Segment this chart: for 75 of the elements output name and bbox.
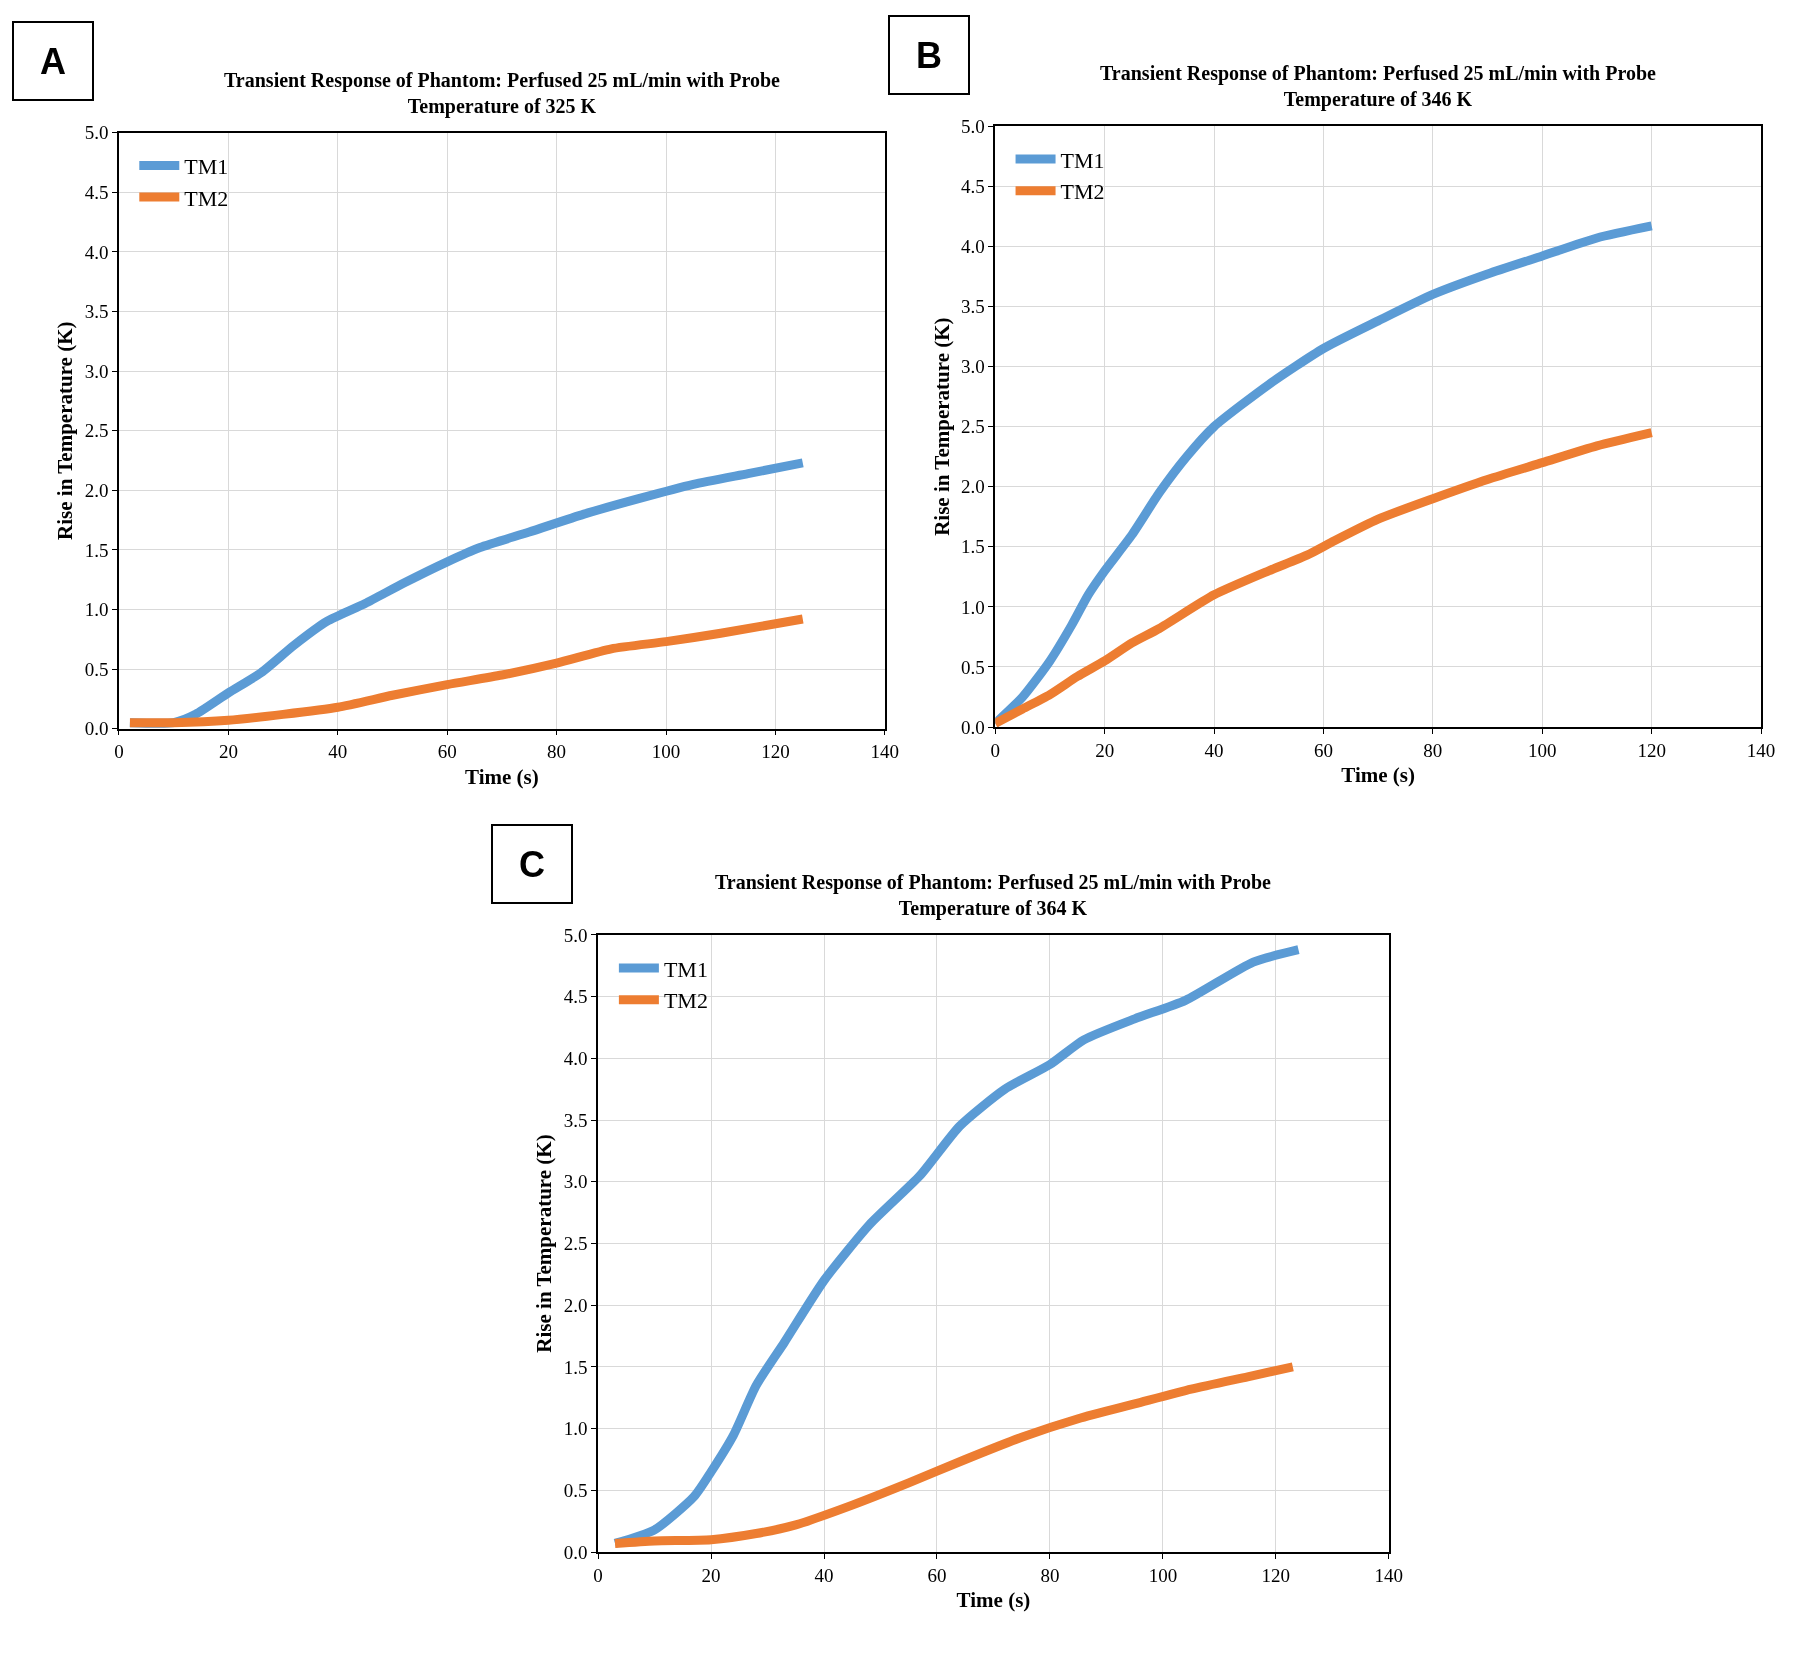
y-tick-label: 5.0: [960, 115, 985, 137]
text: C: [519, 843, 545, 885]
y-tick-label: 0.5: [960, 656, 985, 678]
x-tick-label: 0: [593, 1564, 603, 1586]
text: B: [916, 34, 942, 76]
x-tick-label: 120: [1637, 739, 1666, 761]
x-tick-label: 140: [1374, 1564, 1404, 1586]
y-tick-label: 4.5: [960, 175, 985, 197]
y-tick-label: 2.0: [960, 476, 985, 498]
x-tick-label: 20: [1095, 739, 1115, 761]
y-tick-label: 0.0: [563, 1541, 588, 1563]
legend-label: TM2: [1060, 179, 1105, 205]
y-tick-label: 3.5: [960, 296, 985, 318]
y-tick-label: 5.0: [84, 122, 109, 144]
y-tick-label: 3.0: [563, 1171, 588, 1193]
y-tick-label: 3.0: [84, 360, 109, 382]
y-tick-label: 0.5: [563, 1479, 588, 1501]
y-tick-label: 4.0: [960, 236, 985, 258]
legend-label: TM1: [184, 154, 229, 180]
x-tick-label: 140: [870, 741, 900, 763]
legend-label: TM1: [663, 956, 708, 982]
y-tick-label: 1.0: [84, 599, 109, 621]
y-tick-label: 2.5: [84, 420, 109, 442]
chart-title: Transient Response of Phantom: Perfused 25 mL/min with Probe Temperature of 346 K: [1100, 62, 1657, 111]
y-tick-label: 1.0: [960, 596, 985, 618]
y-axis-title: Rise in Temperature (K): [53, 321, 78, 540]
x-axis-title: Time (s): [1341, 763, 1415, 788]
chart-title: Transient Response of Phantom: Perfused 25 mL/min with Probe Temperature of 364 K: [715, 871, 1272, 920]
y-tick-label: 3.0: [960, 356, 985, 378]
legend-label: TM2: [184, 185, 229, 211]
x-tick-label: 60: [1313, 739, 1333, 761]
x-tick-label: 140: [1746, 739, 1776, 761]
y-tick-label: 4.0: [563, 1047, 588, 1069]
y-tick-label: 0.0: [84, 718, 109, 740]
x-tick-label: 0: [990, 739, 1000, 761]
y-tick-label: 2.5: [563, 1233, 588, 1255]
x-tick-label: 80: [1040, 1564, 1060, 1586]
x-tick-label: 40: [328, 741, 348, 763]
x-tick-label: 120: [1261, 1564, 1291, 1586]
y-tick-label: 3.5: [563, 1109, 588, 1131]
y-tick-label: 1.5: [84, 539, 109, 561]
x-tick-label: 60: [927, 1564, 947, 1586]
y-tick-label: 3.5: [84, 301, 109, 323]
x-tick-label: 100: [1528, 739, 1557, 761]
y-axis-title: Rise in Temperature (K): [532, 1134, 557, 1353]
x-tick-label: 120: [761, 741, 790, 763]
x-axis-title: Time (s): [465, 764, 539, 789]
text: A: [40, 40, 66, 82]
y-tick-label: 2.5: [960, 416, 985, 438]
y-tick-label: 4.0: [84, 241, 109, 263]
x-tick-label: 40: [1204, 739, 1224, 761]
y-tick-label: 2.0: [84, 479, 109, 501]
x-tick-label: 20: [218, 741, 238, 763]
x-tick-label: 20: [701, 1564, 721, 1586]
x-axis-title: Time (s): [956, 1588, 1031, 1613]
x-tick-label: 60: [437, 741, 457, 763]
y-tick-label: 4.5: [563, 986, 588, 1008]
y-tick-label: 1.5: [960, 536, 985, 558]
legend-label: TM2: [663, 988, 708, 1014]
x-tick-label: 100: [1148, 1564, 1178, 1586]
y-tick-label: 5.0: [563, 924, 588, 946]
x-tick-label: 100: [651, 741, 681, 763]
x-tick-label: 80: [1423, 739, 1443, 761]
legend-label: TM1: [1060, 147, 1105, 173]
y-tick-label: 1.0: [563, 1418, 588, 1440]
chart-title: Transient Response of Phantom: Perfused 25 mL/min with Probe Temperature of 325 K: [224, 69, 781, 118]
y-axis-title: Rise in Temperature (K): [929, 317, 954, 536]
y-tick-label: 4.5: [84, 182, 109, 204]
y-tick-label: 0.5: [84, 658, 109, 680]
y-tick-label: 2.0: [563, 1294, 588, 1316]
y-tick-label: 0.0: [960, 716, 985, 738]
y-tick-label: 1.5: [563, 1356, 588, 1378]
x-tick-label: 0: [114, 741, 124, 763]
x-tick-label: 80: [547, 741, 567, 763]
x-tick-label: 40: [814, 1564, 834, 1586]
